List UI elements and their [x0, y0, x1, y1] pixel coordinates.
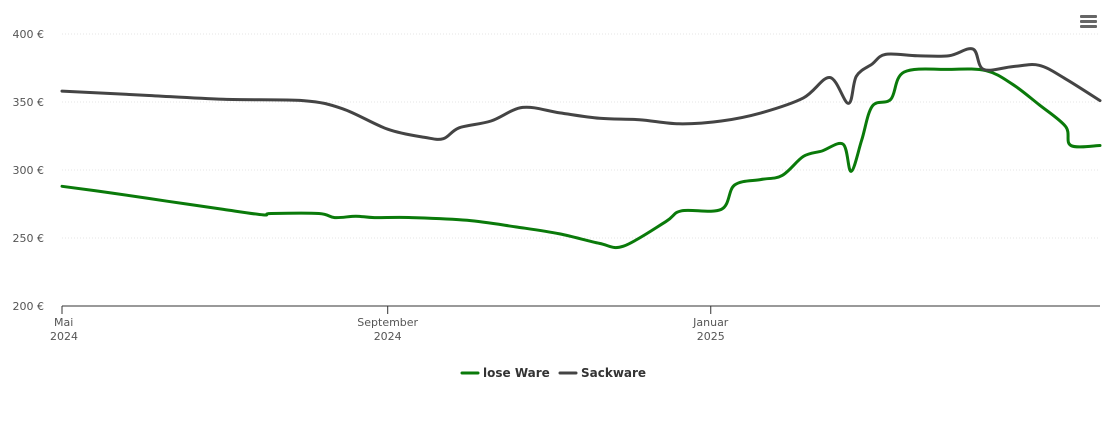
y-tick-label: 200 € [13, 300, 45, 313]
y-axis-labels: 200 € 250 € 300 € 350 € 400 € [13, 28, 45, 313]
legend-item-sackware[interactable]: Sackware [558, 366, 646, 380]
y-tick-label: 300 € [13, 164, 45, 177]
x-tick-month: September [357, 316, 418, 329]
series-line-sackware [60, 47, 1102, 141]
y-tick-label: 350 € [13, 96, 45, 109]
y-tick-label: 400 € [13, 28, 45, 41]
x-tick-year: 2024 [374, 330, 402, 343]
context-menu-button[interactable] [1075, 10, 1101, 34]
legend-label: Sackware [581, 366, 646, 380]
x-tick-month: Mai [54, 316, 73, 329]
series-line-lose-ware [60, 67, 1102, 250]
x-tick-month: Januar [692, 316, 729, 329]
y-tick-label: 250 € [13, 232, 45, 245]
series-lines [60, 47, 1102, 250]
hamburger-menu-icon [1080, 15, 1097, 28]
legend[interactable]: lose Ware Sackware [460, 366, 646, 380]
x-tick-year: 2024 [50, 330, 78, 343]
legend-label: lose Ware [483, 366, 550, 380]
legend-item-lose-ware[interactable]: lose Ware [460, 366, 550, 380]
x-tick-year: 2025 [697, 330, 725, 343]
